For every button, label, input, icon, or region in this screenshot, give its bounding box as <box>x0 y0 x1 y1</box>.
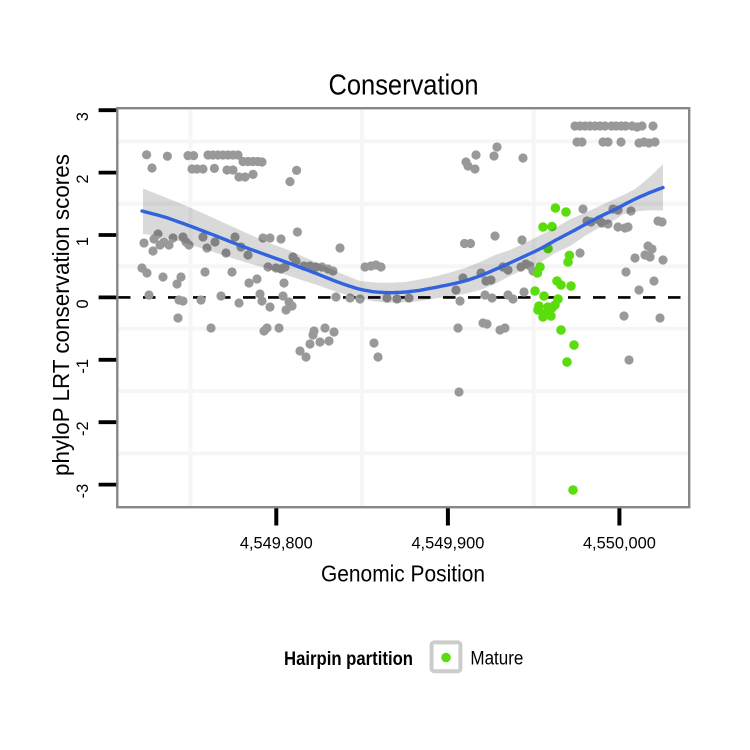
svg-text:-2: -2 <box>74 421 92 436</box>
svg-text:phyloP LRT conservation scores: phyloP LRT conservation scores <box>48 154 74 476</box>
svg-text:4,549,900: 4,549,900 <box>411 534 484 552</box>
svg-text:Mature: Mature <box>470 648 523 669</box>
svg-text:Genomic Position: Genomic Position <box>321 561 485 587</box>
svg-text:Hairpin partition: Hairpin partition <box>284 649 413 670</box>
svg-text:0: 0 <box>74 299 92 308</box>
svg-text:4,550,000: 4,550,000 <box>583 534 656 552</box>
svg-text:3: 3 <box>74 112 92 121</box>
svg-text:Conservation: Conservation <box>329 69 479 101</box>
svg-text:4,549,800: 4,549,800 <box>240 534 313 552</box>
svg-text:-3: -3 <box>74 484 92 499</box>
svg-text:2: 2 <box>74 175 92 184</box>
svg-text:1: 1 <box>74 237 92 246</box>
svg-text:-1: -1 <box>74 359 92 374</box>
